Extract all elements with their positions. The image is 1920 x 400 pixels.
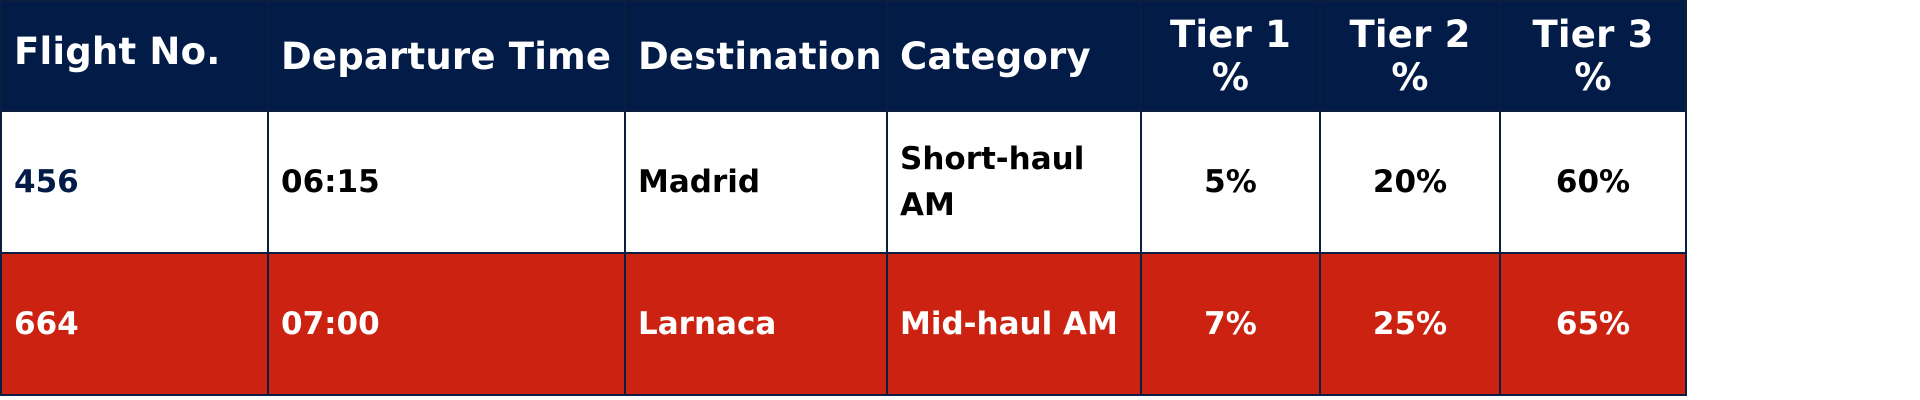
cell-departure-time: 07:00	[267, 252, 626, 396]
header-destination: Destination	[624, 0, 888, 112]
cell-category: Mid-haul AM	[886, 252, 1142, 396]
table-body: 456 06:15 Madrid Short-haul AM 5% 20% 60…	[0, 110, 1687, 396]
table-header: Flight No. Departure Time Destination Ca…	[0, 0, 1687, 112]
header-tier-2: Tier 2 %	[1319, 0, 1501, 112]
cell-category: Short-haul AM	[886, 110, 1142, 254]
header-departure-time: Departure Time	[267, 0, 626, 112]
header-category: Category	[886, 0, 1142, 112]
header-row: Flight No. Departure Time Destination Ca…	[0, 0, 1687, 112]
cell-flight-no: 664	[0, 252, 269, 396]
cell-tier-1: 7%	[1140, 252, 1321, 396]
table-row: 664 07:00 Larnaca Mid-haul AM 7% 25% 65%	[0, 252, 1687, 396]
cell-tier-3: 65%	[1499, 252, 1687, 396]
flight-tiers-table: Flight No. Departure Time Destination Ca…	[0, 0, 1687, 396]
header-tier-3: Tier 3 %	[1499, 0, 1687, 112]
cell-tier-1: 5%	[1140, 110, 1321, 254]
header-flight-no: Flight No.	[0, 0, 269, 112]
cell-destination: Madrid	[624, 110, 888, 254]
cell-flight-no: 456	[0, 110, 269, 254]
cell-departure-time: 06:15	[267, 110, 626, 254]
cell-tier-2: 25%	[1319, 252, 1501, 396]
cell-tier-2: 20%	[1319, 110, 1501, 254]
cell-tier-3: 60%	[1499, 110, 1687, 254]
table-row: 456 06:15 Madrid Short-haul AM 5% 20% 60…	[0, 110, 1687, 254]
header-tier-1: Tier 1 %	[1140, 0, 1321, 112]
cell-destination: Larnaca	[624, 252, 888, 396]
